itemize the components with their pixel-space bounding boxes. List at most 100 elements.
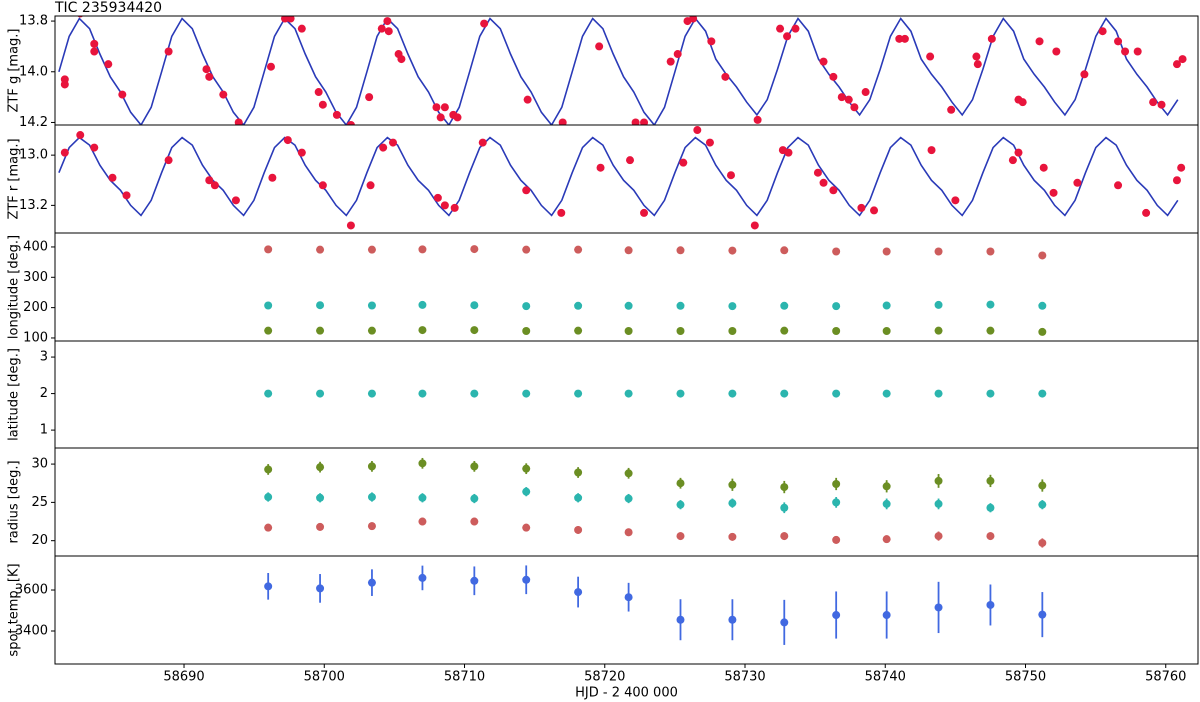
data-point bbox=[728, 532, 737, 541]
y-tick-label: 300 bbox=[23, 270, 48, 285]
data-point bbox=[900, 34, 909, 43]
data-point bbox=[480, 19, 489, 28]
y-axis-label: spot temp. [K] bbox=[7, 563, 22, 656]
data-point bbox=[934, 247, 943, 256]
data-point bbox=[780, 389, 789, 398]
data-point bbox=[418, 245, 427, 254]
y-tick-label: 3 bbox=[40, 350, 48, 365]
data-point bbox=[819, 178, 828, 187]
data-point bbox=[624, 469, 633, 478]
data-point bbox=[316, 389, 325, 398]
data-point bbox=[882, 247, 891, 256]
data-point bbox=[316, 463, 325, 472]
data-point bbox=[934, 476, 943, 485]
data-point bbox=[951, 196, 960, 205]
data-point bbox=[986, 247, 995, 256]
data-point bbox=[728, 302, 737, 311]
data-point bbox=[332, 110, 341, 119]
x-tick-label: 58750 bbox=[1005, 670, 1046, 685]
data-point bbox=[60, 80, 69, 89]
x-tick-label: 58710 bbox=[444, 670, 485, 685]
data-point bbox=[1121, 47, 1130, 56]
data-point bbox=[367, 389, 376, 398]
data-point bbox=[676, 500, 685, 509]
data-point bbox=[574, 468, 583, 477]
data-point bbox=[231, 196, 240, 205]
data-point bbox=[986, 389, 995, 398]
data-point bbox=[850, 103, 859, 112]
data-point bbox=[377, 24, 386, 33]
data-point bbox=[1177, 163, 1186, 172]
data-point bbox=[1073, 178, 1082, 187]
data-point bbox=[264, 523, 273, 532]
panel-frame bbox=[54, 555, 1199, 665]
data-point bbox=[1049, 188, 1058, 197]
data-point bbox=[1038, 481, 1047, 490]
data-point bbox=[829, 186, 838, 195]
data-point bbox=[780, 483, 789, 492]
data-point bbox=[676, 615, 685, 624]
data-point bbox=[934, 532, 943, 541]
data-point bbox=[624, 326, 633, 335]
data-point bbox=[450, 203, 459, 212]
data-point bbox=[689, 16, 698, 23]
data-point bbox=[470, 389, 479, 398]
data-point bbox=[986, 532, 995, 541]
data-point bbox=[780, 503, 789, 512]
data-point bbox=[264, 245, 273, 254]
data-point bbox=[316, 245, 325, 254]
data-point bbox=[478, 138, 487, 147]
data-point bbox=[844, 95, 853, 104]
data-point bbox=[90, 143, 99, 152]
data-point bbox=[122, 191, 131, 200]
x-tick-label: 58740 bbox=[865, 670, 906, 685]
y-tick-label: 20 bbox=[31, 533, 48, 548]
data-point bbox=[264, 493, 273, 502]
y-tick-label: 1 bbox=[40, 423, 48, 438]
data-point bbox=[1014, 148, 1023, 157]
data-point bbox=[264, 326, 273, 335]
data-point bbox=[164, 156, 173, 165]
data-point bbox=[418, 300, 427, 309]
data-point bbox=[316, 301, 325, 310]
data-point bbox=[436, 113, 445, 122]
x-axis-label: HJD - 2 400 000 bbox=[575, 686, 678, 701]
data-point bbox=[1114, 37, 1123, 46]
data-point bbox=[973, 60, 982, 69]
data-point bbox=[624, 389, 633, 398]
data-point bbox=[673, 50, 682, 59]
y-axis-label: ZTF g [mag.] bbox=[7, 29, 22, 113]
data-point bbox=[367, 245, 376, 254]
data-point bbox=[574, 493, 583, 502]
data-point bbox=[1038, 500, 1047, 509]
data-point bbox=[60, 148, 69, 157]
data-point bbox=[780, 618, 789, 627]
data-point bbox=[318, 181, 327, 190]
data-point bbox=[1142, 208, 1151, 217]
data-point bbox=[316, 493, 325, 502]
data-point bbox=[784, 148, 793, 157]
data-point bbox=[624, 494, 633, 503]
data-point bbox=[934, 499, 943, 508]
data-point bbox=[882, 389, 891, 398]
data-point bbox=[832, 498, 841, 507]
data-point bbox=[1157, 100, 1166, 109]
data-point bbox=[210, 181, 219, 190]
data-point bbox=[832, 480, 841, 488]
y-tick-label: 3600 bbox=[15, 583, 48, 598]
data-point bbox=[367, 326, 376, 335]
data-point bbox=[268, 173, 277, 182]
data-point bbox=[934, 603, 943, 612]
y-tick-label: 14.0 bbox=[19, 64, 48, 79]
data-point bbox=[1038, 327, 1047, 336]
data-point bbox=[470, 494, 479, 503]
data-point bbox=[418, 459, 427, 468]
data-point bbox=[418, 517, 427, 526]
data-point bbox=[433, 193, 442, 202]
data-point bbox=[861, 88, 870, 97]
data-point bbox=[1039, 163, 1048, 172]
data-point bbox=[934, 326, 943, 335]
data-point bbox=[1149, 98, 1158, 107]
data-point bbox=[1172, 60, 1181, 69]
